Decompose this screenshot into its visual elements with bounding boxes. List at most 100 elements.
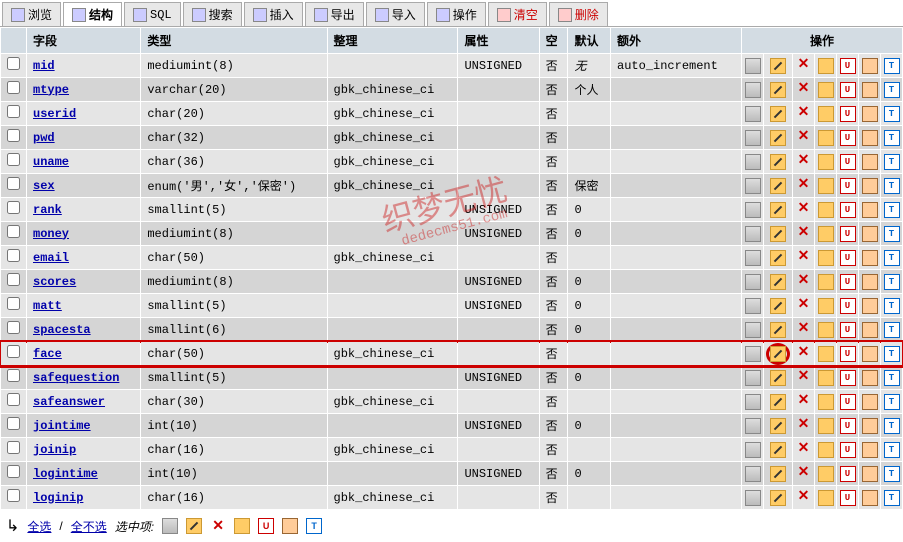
field-link[interactable]: userid <box>33 107 76 121</box>
primary-icon[interactable] <box>818 466 834 482</box>
index-icon[interactable] <box>862 202 878 218</box>
drop-icon[interactable]: ✕ <box>796 298 812 314</box>
drop-icon[interactable]: ✕ <box>796 322 812 338</box>
field-link[interactable]: sex <box>33 179 55 193</box>
edit-icon[interactable] <box>770 154 786 170</box>
drop-icon[interactable]: ✕ <box>796 202 812 218</box>
unique-icon[interactable]: U <box>840 466 856 482</box>
fulltext-icon[interactable]: T <box>884 298 900 314</box>
drop-icon[interactable]: ✕ <box>796 250 812 266</box>
browse-icon[interactable] <box>745 442 761 458</box>
drop-icon[interactable]: ✕ <box>796 106 812 122</box>
index-icon[interactable] <box>862 346 878 362</box>
primary-icon[interactable] <box>818 298 834 314</box>
primary-icon[interactable] <box>818 178 834 194</box>
drop-icon[interactable]: ✕ <box>796 154 812 170</box>
primary-icon[interactable] <box>818 250 834 266</box>
fulltext-icon[interactable]: T <box>884 178 900 194</box>
primary-icon[interactable] <box>818 58 834 74</box>
edit-icon[interactable] <box>770 418 786 434</box>
primary-icon[interactable] <box>818 370 834 386</box>
index-icon[interactable] <box>862 370 878 386</box>
index-icon[interactable] <box>862 82 878 98</box>
unique-icon[interactable]: U <box>840 250 856 266</box>
row-checkbox[interactable] <box>7 369 20 382</box>
drop-icon[interactable]: ✕ <box>796 130 812 146</box>
edit-icon[interactable] <box>770 466 786 482</box>
index-icon[interactable] <box>862 466 878 482</box>
header-type[interactable]: 类型 <box>141 28 327 54</box>
tab-7[interactable]: 操作 <box>427 2 486 26</box>
unique-icon[interactable]: U <box>840 202 856 218</box>
row-checkbox[interactable] <box>7 225 20 238</box>
drop-icon[interactable]: ✕ <box>796 58 812 74</box>
fulltext-icon[interactable]: T <box>884 154 900 170</box>
check-all-link[interactable]: 全选 <box>27 518 51 535</box>
tab-6[interactable]: 导入 <box>366 2 425 26</box>
browse-icon[interactable] <box>745 82 761 98</box>
row-checkbox[interactable] <box>7 105 20 118</box>
header-attributes[interactable]: 属性 <box>458 28 539 54</box>
drop-icon[interactable]: ✕ <box>796 274 812 290</box>
index-icon[interactable] <box>862 442 878 458</box>
field-link[interactable]: mid <box>33 59 55 73</box>
field-link[interactable]: rank <box>33 203 62 217</box>
drop-icon[interactable]: ✕ <box>796 82 812 98</box>
field-link[interactable]: safeanswer <box>33 395 105 409</box>
unique-icon[interactable]: U <box>840 130 856 146</box>
field-link[interactable]: scores <box>33 275 76 289</box>
row-checkbox[interactable] <box>7 201 20 214</box>
tab-4[interactable]: 插入 <box>244 2 303 26</box>
edit-icon[interactable] <box>770 490 786 506</box>
edit-icon[interactable] <box>770 82 786 98</box>
row-checkbox[interactable] <box>7 57 20 70</box>
edit-icon[interactable] <box>770 394 786 410</box>
browse-icon[interactable] <box>745 274 761 290</box>
edit-icon[interactable] <box>770 442 786 458</box>
primary-icon[interactable] <box>234 518 250 534</box>
index-icon[interactable] <box>862 130 878 146</box>
unique-icon[interactable]: U <box>840 178 856 194</box>
unique-icon[interactable]: U <box>840 82 856 98</box>
fulltext-icon[interactable]: T <box>884 346 900 362</box>
header-null[interactable]: 空 <box>539 28 568 54</box>
field-link[interactable]: email <box>33 251 69 265</box>
row-checkbox[interactable] <box>7 177 20 190</box>
browse-icon[interactable] <box>745 154 761 170</box>
uncheck-all-link[interactable]: 全不选 <box>71 518 107 535</box>
drop-icon[interactable]: ✕ <box>796 418 812 434</box>
field-link[interactable]: pwd <box>33 131 55 145</box>
fulltext-icon[interactable]: T <box>884 466 900 482</box>
drop-icon[interactable]: ✕ <box>210 518 226 534</box>
primary-icon[interactable] <box>818 394 834 410</box>
primary-icon[interactable] <box>818 490 834 506</box>
row-checkbox[interactable] <box>7 153 20 166</box>
tab-5[interactable]: 导出 <box>305 2 364 26</box>
field-link[interactable]: safequestion <box>33 371 119 385</box>
field-link[interactable]: face <box>33 347 62 361</box>
index-icon[interactable] <box>862 178 878 194</box>
primary-icon[interactable] <box>818 322 834 338</box>
edit-icon[interactable] <box>186 518 202 534</box>
header-extra[interactable]: 额外 <box>611 28 742 54</box>
browse-icon[interactable] <box>745 250 761 266</box>
edit-icon[interactable] <box>770 322 786 338</box>
primary-icon[interactable] <box>818 154 834 170</box>
browse-icon[interactable] <box>745 58 761 74</box>
unique-icon[interactable]: U <box>840 442 856 458</box>
row-checkbox[interactable] <box>7 393 20 406</box>
tab-3[interactable]: 搜索 <box>183 2 242 26</box>
unique-icon[interactable]: U <box>840 298 856 314</box>
fulltext-icon[interactable]: T <box>884 322 900 338</box>
field-link[interactable]: joinip <box>33 443 76 457</box>
index-icon[interactable] <box>862 394 878 410</box>
index-icon[interactable] <box>862 490 878 506</box>
header-default[interactable]: 默认 <box>568 28 611 54</box>
primary-icon[interactable] <box>818 442 834 458</box>
browse-icon[interactable] <box>745 346 761 362</box>
header-collation[interactable]: 整理 <box>327 28 458 54</box>
drop-icon[interactable]: ✕ <box>796 466 812 482</box>
fulltext-icon[interactable]: T <box>884 202 900 218</box>
primary-icon[interactable] <box>818 418 834 434</box>
tab-1[interactable]: 结构 <box>63 2 122 26</box>
